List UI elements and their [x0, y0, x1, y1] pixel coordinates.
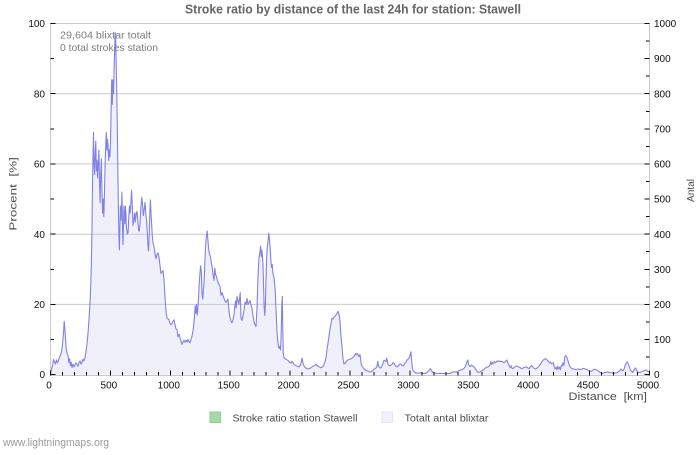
svg-text:0: 0 [46, 380, 52, 391]
svg-text:www.lightningmaps.org: www.lightningmaps.org [2, 437, 109, 449]
svg-text:300: 300 [654, 265, 671, 276]
svg-text:1000: 1000 [158, 380, 181, 391]
svg-text:Stroke ratio station Stawell: Stroke ratio station Stawell [233, 412, 358, 424]
svg-text:Distance [km]: Distance [km] [569, 391, 648, 403]
svg-text:3500: 3500 [457, 380, 480, 391]
svg-text:0: 0 [654, 370, 660, 381]
svg-text:Antal: Antal [685, 179, 697, 202]
svg-text:60: 60 [34, 160, 46, 171]
svg-text:3000: 3000 [397, 380, 420, 391]
svg-text:200: 200 [654, 300, 671, 311]
svg-text:2500: 2500 [337, 380, 360, 391]
svg-text:1500: 1500 [218, 380, 241, 391]
svg-text:500: 500 [101, 380, 118, 391]
svg-text:80: 80 [34, 89, 46, 100]
svg-text:100: 100 [28, 19, 45, 30]
svg-text:20: 20 [34, 300, 46, 311]
svg-text:700: 700 [654, 124, 671, 135]
svg-text:900: 900 [654, 54, 671, 65]
svg-text:5000: 5000 [637, 380, 660, 391]
svg-text:0: 0 [39, 370, 45, 381]
svg-text:Stroke ratio by distance of th: Stroke ratio by distance of the last 24h… [185, 2, 521, 17]
svg-text:4000: 4000 [517, 380, 540, 391]
svg-text:800: 800 [654, 89, 671, 100]
svg-text:29,604 blixtar totalt: 29,604 blixtar totalt [60, 30, 151, 42]
svg-text:4500: 4500 [577, 380, 600, 391]
svg-text:40: 40 [34, 230, 46, 241]
svg-text:600: 600 [654, 160, 671, 171]
svg-text:0 total strokes station: 0 total strokes station [60, 42, 158, 54]
svg-text:2000: 2000 [277, 380, 300, 391]
svg-text:Procent [%]: Procent [%] [8, 157, 20, 231]
svg-text:100: 100 [654, 335, 671, 346]
svg-text:500: 500 [654, 195, 671, 206]
svg-text:1000: 1000 [654, 19, 677, 30]
svg-text:Totalt antal blixtar: Totalt antal blixtar [405, 412, 490, 424]
svg-text:400: 400 [654, 230, 671, 241]
